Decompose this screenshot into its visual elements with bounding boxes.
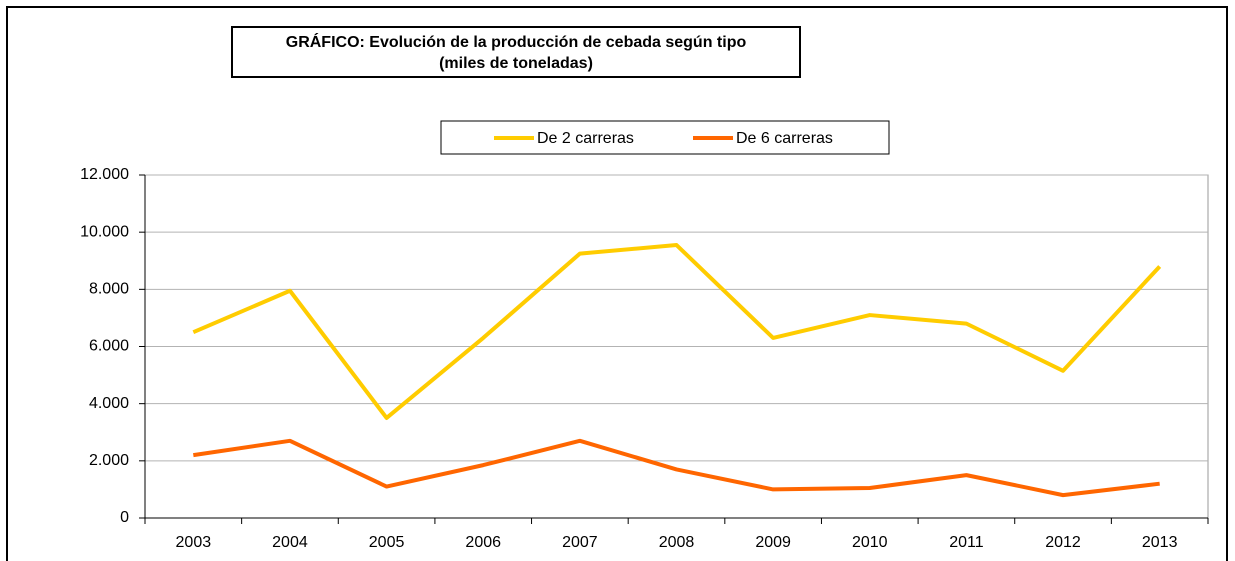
legend-label: De 2 carreras	[537, 130, 634, 147]
y-tick-label: 4.000	[89, 395, 129, 412]
chart-title: GRÁFICO: Evolución de la producción de c…	[286, 32, 747, 51]
x-tick-label: 2008	[659, 534, 695, 551]
x-tick-label: 2009	[755, 534, 791, 551]
y-tick-label: 0	[120, 509, 129, 526]
x-tick-label: 2011	[949, 534, 984, 551]
y-tick-label: 2.000	[89, 452, 129, 469]
x-tick-label: 2005	[369, 534, 405, 551]
title-box	[231, 26, 801, 78]
x-tick-label: 2003	[176, 534, 212, 551]
x-tick-label: 2007	[562, 534, 598, 551]
y-tick-label: 8.000	[89, 281, 129, 298]
x-tick-label: 2010	[852, 534, 888, 551]
x-tick-label: 2004	[272, 534, 308, 551]
y-tick-label: 10.000	[80, 223, 129, 240]
line	[192, 243, 1162, 420]
y-tick-label: 12.000	[80, 166, 129, 183]
x-tick-label: 2013	[1142, 534, 1178, 551]
line	[193, 438, 1160, 498]
x-tick-label: 2006	[465, 534, 501, 551]
chart-subtitle: (miles de toneladas)	[439, 55, 593, 72]
x-tick-label: 2012	[1045, 534, 1081, 551]
y-tick-label: 6.000	[89, 338, 129, 355]
frame	[6, 6, 1228, 561]
legend-label: De 6 carreras	[736, 130, 833, 147]
